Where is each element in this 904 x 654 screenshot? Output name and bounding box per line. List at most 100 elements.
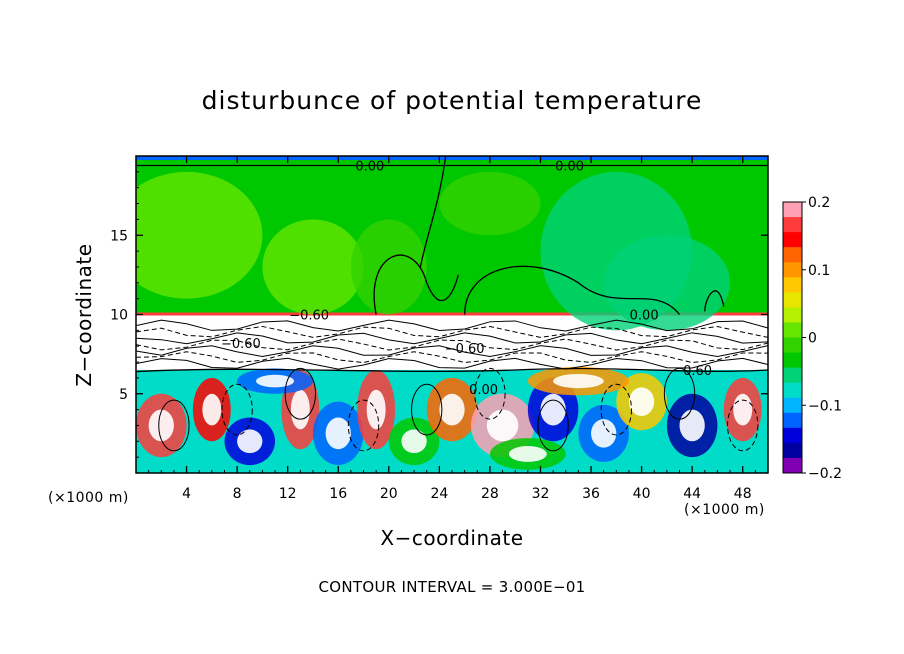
colorbar-tick-label: 0: [808, 331, 817, 347]
colorbar-swatch: [783, 442, 802, 459]
contour-label: 0.00: [355, 160, 384, 175]
eddy-core: [486, 409, 519, 442]
eddy-core: [540, 393, 566, 426]
colorbar-swatch: [783, 232, 802, 248]
x-tick-label: 20: [380, 486, 398, 502]
colorbar-tick-label: 0.2: [808, 195, 830, 211]
y-axis: 5 10 15: [110, 171, 768, 458]
upper-patch: [439, 171, 541, 236]
eddy-core: [628, 387, 655, 416]
colorbar-swatch: [783, 382, 802, 399]
colorbar-swatch: [783, 412, 802, 429]
contour-label: 0.00: [469, 383, 498, 398]
tropopause-contour: [136, 351, 768, 364]
colorbar-swatch: [783, 262, 802, 278]
x-axis-label: X−coordinate: [380, 526, 524, 550]
colorbar-swatch: [783, 457, 802, 474]
eddy-core: [148, 409, 174, 442]
tropopause-line: [136, 312, 768, 316]
eddy-core: [553, 373, 604, 389]
plot-area: [136, 156, 768, 473]
y-tick-label: 5: [119, 387, 128, 403]
eddy-core: [591, 419, 617, 448]
tropopause-contour: [136, 319, 768, 332]
tropopause-contour: [136, 357, 768, 370]
colorbar-swatch: [783, 397, 802, 414]
eddy-contour: [474, 367, 506, 420]
x-tick-label: 4: [182, 486, 191, 502]
y-axis-label: Z−coordinate: [72, 243, 96, 387]
contour-label: −0.60: [672, 364, 712, 379]
contour-label: −0.60: [289, 309, 329, 324]
eddy-contour: [537, 399, 569, 452]
x-tick-label: 16: [329, 486, 347, 502]
colorbar-swatch: [783, 247, 802, 263]
contour-interval-note: CONTOUR INTERVAL = 3.000E−01: [318, 578, 586, 596]
contour-line: [419, 156, 447, 268]
upper-patch: [262, 219, 364, 315]
contour-line: [704, 290, 725, 312]
tropopause-contour: [136, 338, 768, 351]
tropopause-contour: [136, 325, 768, 338]
x-tick-label: 40: [633, 486, 651, 502]
colorbar-swatch: [783, 202, 802, 218]
colorbar-swatch: [783, 277, 802, 293]
colorbar-swatch: [783, 427, 802, 444]
x-tick-label: 24: [430, 486, 448, 502]
eddy-contour: [347, 399, 380, 452]
contour-label: 0.00: [630, 309, 659, 324]
eddy-core: [508, 446, 547, 462]
colorbar-swatch: [783, 337, 802, 354]
eddy-contour: [411, 383, 443, 436]
contour-line: [373, 254, 459, 315]
x-tick-label: 36: [582, 486, 600, 502]
colorbar-tick-label: −0.2: [808, 466, 842, 482]
upper-patch: [350, 219, 427, 315]
eddy-contour: [600, 383, 632, 436]
colorbar-tick-label: −0.1: [808, 398, 842, 414]
x-axis: 4 8 12 16 20 24 28 32 36 40 44 48: [148, 156, 756, 502]
tropopause-contour: [136, 345, 768, 358]
x-tick-label: 8: [233, 486, 242, 502]
eddy-contour: [663, 367, 696, 420]
colorbar-swatch: [783, 307, 802, 323]
eddy-core: [401, 429, 427, 454]
colorbar-swatch: [783, 352, 802, 369]
eddy-core: [325, 417, 351, 450]
x-unit-label: (×1000 m): [684, 502, 765, 518]
eddy-core: [256, 374, 294, 388]
colorbar-tick-label: 0.1: [808, 263, 830, 279]
tropopause-contour: [136, 332, 768, 345]
y-tick-label: 15: [110, 228, 128, 244]
colorbar-swatch: [783, 292, 802, 308]
y-tick-label: 10: [110, 308, 128, 324]
eddy-contour: [284, 367, 316, 420]
eddy-core: [366, 389, 386, 430]
contour-line: [463, 265, 681, 315]
contour-label: 0.00: [555, 160, 584, 175]
colorbar-swatch: [783, 217, 802, 233]
eddy-core: [202, 393, 222, 426]
eddy-core: [679, 409, 705, 442]
eddy-core: [439, 393, 465, 426]
upper-patch: [136, 171, 263, 299]
x-tick-label: 48: [734, 486, 752, 502]
eddy-core: [733, 393, 753, 426]
x-tick-label: 12: [279, 486, 297, 502]
eddy-core: [290, 389, 310, 430]
x-tick-label: 32: [532, 486, 550, 502]
x-tick-label: 28: [481, 486, 499, 502]
eddy-contour: [158, 399, 190, 452]
eddy-contour: [727, 399, 759, 452]
contour-label: −0.60: [445, 342, 485, 357]
colorbar-swatch: [783, 322, 802, 338]
x-tick-label: 44: [683, 486, 701, 502]
colorbar: 0.2 0.1 0 −0.1 −0.2: [782, 195, 842, 482]
colorbar-swatch: [783, 367, 802, 384]
upper-patch: [603, 235, 731, 331]
top-edge-band: [136, 156, 768, 160]
contour-labels: 0.00 0.00 0.00 −0.60 −0.60 −0.60 −0.60 0.00: [221, 160, 712, 398]
eddy-core: [237, 429, 263, 454]
contour-label: −0.60: [221, 337, 261, 352]
